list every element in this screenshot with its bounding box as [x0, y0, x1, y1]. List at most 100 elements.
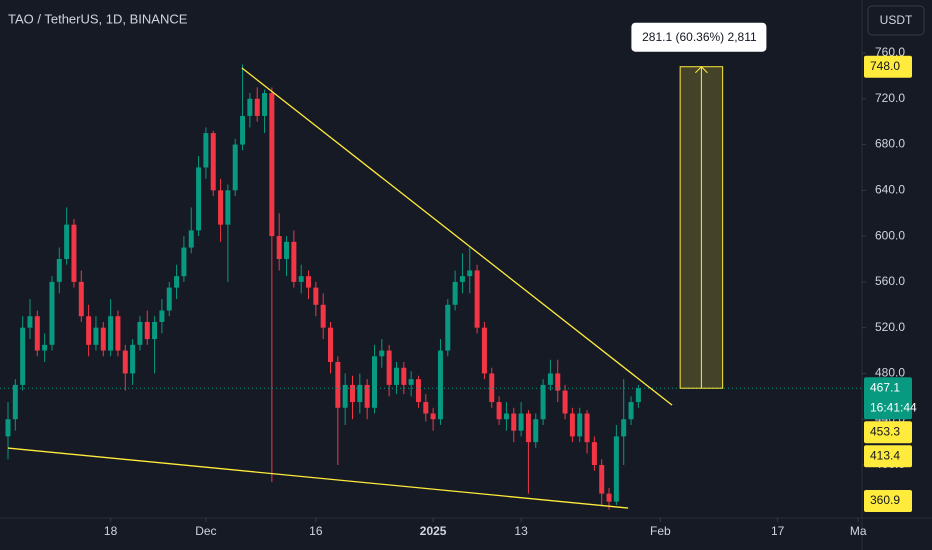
candle-body [174, 276, 180, 288]
candle-body [386, 350, 392, 385]
candle-body [34, 316, 40, 351]
candle-body [254, 98, 260, 116]
candle-body [357, 384, 363, 403]
y-tick-label: 680.0 [875, 137, 905, 151]
candle-body [467, 270, 473, 277]
candle-body [115, 316, 121, 351]
candle-body [459, 276, 465, 282]
candle-body [481, 327, 487, 374]
candle-body [240, 115, 246, 145]
candle-body [130, 344, 136, 374]
x-tick-label: Ma [850, 524, 867, 538]
candle-body [415, 379, 421, 403]
candle-body [93, 327, 99, 345]
price-label-box [864, 490, 912, 512]
candle-body [56, 259, 62, 282]
candle-body [591, 442, 597, 466]
price-label: 453.3 [870, 424, 900, 438]
candle-body [291, 241, 297, 282]
candle-body [306, 276, 312, 288]
measure-label-box [631, 22, 767, 52]
candle-body [12, 384, 18, 420]
candle-body [599, 465, 605, 494]
candle-body [203, 133, 209, 168]
symbol-title: TAO / TetherUS, 1D, BINANCE [8, 11, 188, 26]
candle-body [489, 373, 495, 403]
candle-body [628, 402, 634, 420]
candle-body [562, 390, 568, 414]
candle-body [247, 98, 253, 116]
candle-body [577, 413, 583, 437]
price-label: 413.4 [870, 448, 900, 462]
y-tick-label: 480.0 [875, 366, 905, 380]
candle-body [225, 190, 231, 225]
candle-body [606, 493, 612, 502]
candle-body [379, 350, 385, 357]
candle-body [364, 384, 370, 408]
candle-body [496, 402, 502, 420]
candle-body [196, 167, 202, 231]
candle-body [100, 327, 106, 351]
candle-body [27, 316, 33, 328]
candle-body [269, 93, 275, 237]
candle-body [64, 224, 70, 259]
x-tick-label: Feb [650, 524, 671, 538]
candle-body [393, 367, 399, 385]
price-label: 467.1 [870, 380, 900, 394]
candle-body [540, 384, 546, 420]
candle-body [122, 350, 128, 374]
candle-body [86, 316, 92, 345]
candle-body [218, 190, 224, 225]
y-tick-label: 520.0 [875, 320, 905, 334]
candle-body [371, 356, 377, 408]
candle-body [276, 236, 282, 259]
candle-body [137, 321, 143, 345]
trend-line [241, 67, 673, 406]
candle-body [525, 413, 531, 443]
candle-body [511, 413, 517, 431]
candle-body [313, 287, 319, 305]
candle-body [401, 367, 407, 385]
y-tick-label: 720.0 [875, 91, 905, 105]
candle-body [613, 436, 619, 502]
candle-body [210, 133, 216, 191]
candle-body [181, 247, 187, 277]
x-tick-label: Dec [195, 524, 216, 538]
candle-body [108, 316, 114, 351]
candle-body [569, 413, 575, 437]
countdown: 16:41:44 [870, 400, 917, 414]
candle-body [166, 287, 172, 311]
price-label-box [864, 55, 912, 78]
x-tick-label: 16 [309, 524, 323, 538]
measure-label: 281.1 (60.36%) 2,811 [642, 30, 757, 44]
candle-body [78, 281, 84, 317]
candle-body [452, 281, 458, 305]
price-label: 748.0 [870, 59, 900, 73]
candle-body [342, 384, 348, 408]
candle-body [152, 321, 158, 340]
y-tick-label: 760.0 [875, 45, 905, 59]
candle-body [349, 384, 355, 403]
trend-line [7, 447, 629, 509]
currency-label[interactable]: USDT [880, 13, 913, 27]
candle-body [437, 350, 443, 420]
candle-body [430, 413, 436, 420]
candle-body [584, 413, 590, 443]
candle-body [621, 419, 627, 437]
candle-body [423, 402, 429, 414]
plot [0, 64, 862, 510]
candle-body [547, 373, 553, 385]
candle-body [635, 388, 641, 403]
price-label-box [864, 421, 912, 444]
candle-body [328, 327, 334, 363]
candle-body [518, 413, 524, 431]
currency-button[interactable] [867, 5, 925, 36]
price-label-box [864, 445, 912, 468]
x-tick-label: 13 [514, 524, 528, 538]
candle-body [262, 93, 268, 116]
candle-body [408, 379, 414, 385]
candle-body [144, 321, 150, 340]
